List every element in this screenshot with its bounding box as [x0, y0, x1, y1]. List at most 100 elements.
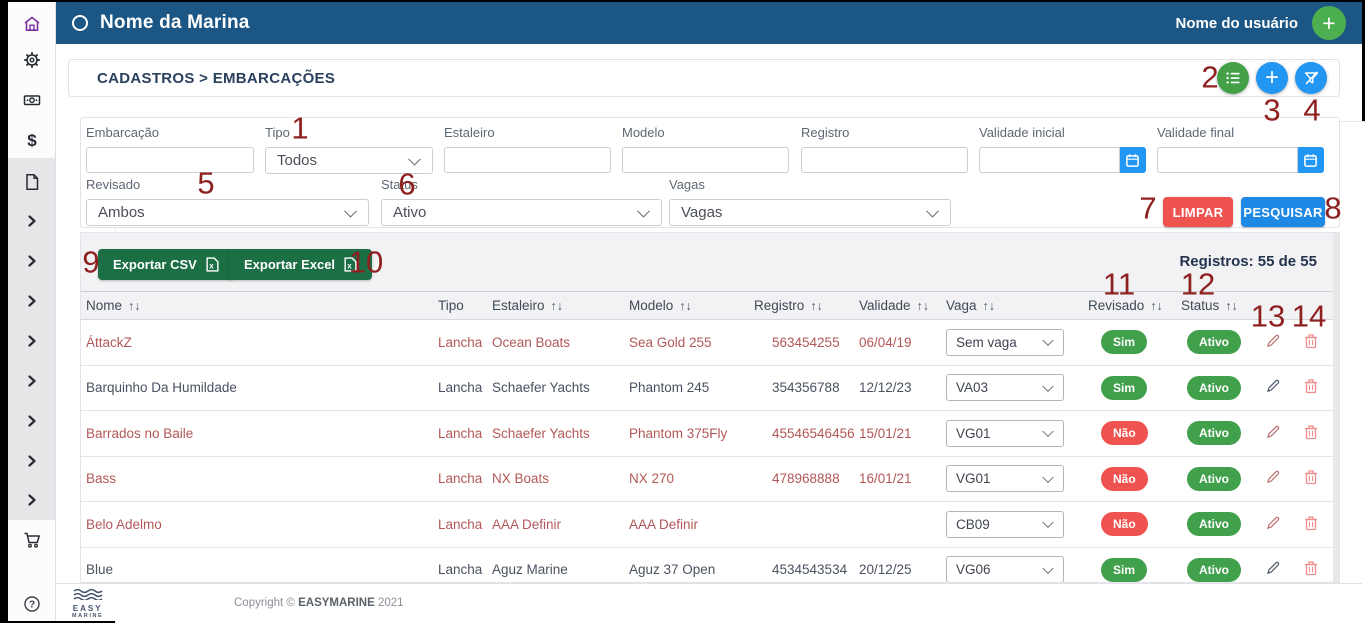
- revisado-badge: Não: [1101, 466, 1148, 491]
- chevron-down-icon: [408, 152, 421, 166]
- limpar-button[interactable]: LIMPAR: [1163, 197, 1233, 227]
- edit-icon[interactable]: [1265, 424, 1281, 440]
- status-badge: Ativo: [1187, 512, 1241, 537]
- vaga-row-select[interactable]: VG06: [946, 556, 1064, 582]
- tipo-select[interactable]: Todos: [265, 147, 433, 174]
- edit-icon[interactable]: [1265, 560, 1281, 576]
- col-revisado: Revisado ↑↓: [1088, 298, 1163, 313]
- marina-name: Nome da Marina: [100, 12, 250, 33]
- calendar-icon[interactable]: [1119, 147, 1146, 173]
- calendar-icon[interactable]: [1297, 147, 1324, 173]
- delete-icon[interactable]: [1304, 333, 1318, 349]
- menu-chevron-icon[interactable]: [23, 372, 41, 390]
- edit-icon[interactable]: [1265, 515, 1281, 531]
- menu-chevron-icon[interactable]: [23, 452, 41, 470]
- cell-nome: ÁttackZ: [86, 334, 132, 350]
- estaleiro-label: Estaleiro: [444, 125, 495, 140]
- home-icon[interactable]: [23, 15, 41, 33]
- header-add-button[interactable]: +: [1312, 6, 1346, 40]
- modelo-input[interactable]: [622, 147, 789, 173]
- documents-icon[interactable]: [23, 173, 41, 191]
- menu-chevron-icon[interactable]: [23, 332, 41, 350]
- vaga-row-select[interactable]: VA03: [946, 374, 1064, 402]
- vagas-select[interactable]: Vagas: [669, 199, 951, 226]
- table-row: Barrados no Baile Lancha Schaefer Yachts Ph…: [81, 411, 1333, 457]
- menu-chevron-icon[interactable]: [23, 491, 41, 509]
- cell-nome: Belo Adelmo: [86, 516, 162, 532]
- cell-modelo: AAA Definir: [629, 516, 699, 532]
- delete-icon[interactable]: [1304, 560, 1318, 576]
- menu-chevron-icon[interactable]: [23, 212, 41, 230]
- modelo-label: Modelo: [622, 125, 665, 140]
- settings-gear-icon[interactable]: [23, 51, 41, 69]
- delete-icon[interactable]: [1304, 378, 1318, 394]
- copyright-text: Copyright © EASYMARINE 2021: [234, 597, 404, 609]
- user-name[interactable]: Nome do usuário: [1175, 14, 1298, 32]
- vaga-row-select[interactable]: Sem vaga: [946, 328, 1064, 356]
- svg-text:?: ?: [29, 600, 35, 611]
- sort-icon[interactable]: ↑↓: [1225, 299, 1238, 313]
- menu-chevron-icon[interactable]: [23, 292, 41, 310]
- cell-estaleiro: Schaefer Yachts: [492, 425, 590, 441]
- vaga-row-select[interactable]: VG01: [946, 419, 1064, 447]
- cell-tipo: Lancha: [438, 562, 483, 578]
- col-nome: Nome ↑↓: [86, 298, 141, 313]
- table-row: Blue Lancha Aguz Marine Aguz 37 Open 4534543…: [81, 547, 1333, 582]
- embarcacao-input[interactable]: [86, 147, 254, 173]
- cell-nome: Barquinho Da Humildade: [86, 380, 237, 396]
- table-row: Bass Lancha NX Boats NX 270 478968888 16/01/2…: [81, 456, 1333, 502]
- records-count: Registros: 55 de 55: [1179, 253, 1317, 270]
- delete-icon[interactable]: [1304, 424, 1318, 440]
- file-export-icon: x: [344, 257, 357, 272]
- sort-icon[interactable]: ↑↓: [550, 299, 564, 313]
- table-row: Barquinho Da Humildade Lancha Schaefer Yac…: [81, 365, 1333, 411]
- status-select[interactable]: Ativo: [381, 199, 662, 226]
- clear-filter-button[interactable]: [1295, 62, 1327, 94]
- scrollbar[interactable]: [1333, 233, 1339, 582]
- list-view-button[interactable]: [1217, 62, 1249, 94]
- export-excel-button[interactable]: Exportar Excel x: [229, 249, 373, 280]
- add-vessel-button[interactable]: +: [1256, 62, 1288, 94]
- cell-modelo: Phantom 375Fly: [629, 425, 728, 441]
- cell-tipo: Lancha: [438, 425, 483, 441]
- sort-icon[interactable]: ↑↓: [128, 299, 141, 313]
- cell-tipo: Lancha: [438, 334, 483, 350]
- table-header-row: Nome ↑↓ Tipo Estaleiro ↑↓ Modelo ↑↓ Registr…: [81, 291, 1333, 320]
- estaleiro-input[interactable]: [444, 147, 611, 173]
- edit-icon[interactable]: [1265, 469, 1281, 485]
- edit-icon[interactable]: [1265, 333, 1281, 349]
- table-body: ÁttackZ Lancha Ocean Boats Sea Gold 255 5634…: [81, 320, 1333, 582]
- finance-dollar-icon[interactable]: $: [27, 131, 37, 150]
- pesquisar-button[interactable]: PESQUISAR: [1241, 197, 1325, 227]
- help-icon[interactable]: ?: [23, 595, 41, 613]
- vaga-row-select[interactable]: VG01: [946, 465, 1064, 493]
- cell-estaleiro: Ocean Boats: [492, 334, 571, 350]
- chevron-down-icon: [1042, 562, 1054, 574]
- cell-registro: 45546546456: [772, 425, 855, 441]
- results-panel: Exportar CSV x Exportar Excel x Registro…: [80, 232, 1340, 583]
- col-tipo: Tipo: [438, 298, 464, 313]
- validade-final-input[interactable]: [1157, 147, 1298, 173]
- status-badge: Ativo: [1187, 330, 1241, 355]
- delete-icon[interactable]: [1304, 469, 1318, 485]
- vaga-row-select[interactable]: CB09: [946, 510, 1064, 538]
- cell-registro: 478968888: [772, 471, 840, 487]
- export-csv-button[interactable]: Exportar CSV x: [98, 249, 234, 280]
- cart-icon[interactable]: [23, 531, 41, 549]
- cell-nome: Bass: [86, 471, 117, 487]
- vagas-label: Vagas: [669, 177, 705, 192]
- registro-input[interactable]: [801, 147, 968, 173]
- cell-modelo: Aguz 37 Open: [629, 562, 716, 578]
- sort-icon[interactable]: ↑↓: [810, 299, 823, 313]
- revisado-select[interactable]: Ambos: [86, 199, 369, 226]
- menu-chevron-icon[interactable]: [23, 252, 41, 270]
- sort-icon[interactable]: ↑↓: [1150, 299, 1163, 313]
- sort-icon[interactable]: ↑↓: [679, 299, 692, 313]
- delete-icon[interactable]: [1304, 515, 1318, 531]
- validade-inicial-input[interactable]: [979, 147, 1120, 173]
- menu-chevron-icon[interactable]: [23, 412, 41, 430]
- payments-money-icon[interactable]: [23, 91, 41, 109]
- sort-icon[interactable]: ↑↓: [916, 299, 930, 313]
- edit-icon[interactable]: [1265, 378, 1281, 394]
- sort-icon[interactable]: ↑↓: [982, 299, 996, 313]
